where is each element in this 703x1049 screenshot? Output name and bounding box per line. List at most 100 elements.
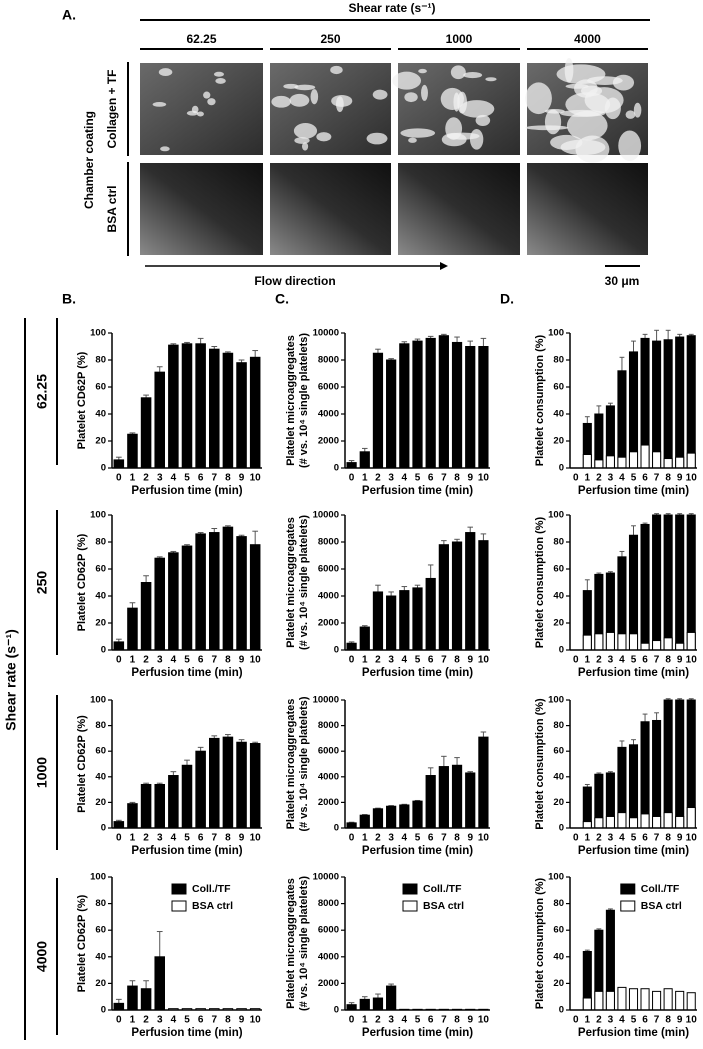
x-tick-label: 8 [665,1015,671,1026]
y-tick-label: 0 [334,645,339,656]
x-tick-label: 0 [116,833,122,844]
bar [617,456,627,469]
x-tick-label: 3 [157,1015,163,1026]
x-tick-label: 6 [428,833,434,844]
y-tick-label: 8000 [318,898,339,909]
bar [372,808,384,829]
y-axis-label: Platelet microaggregates [285,699,297,830]
bar [628,351,639,469]
x-tick-label: 0 [573,655,579,666]
x-tick-label: 2 [375,655,381,666]
platelet-blob [203,91,211,99]
bar [652,815,662,829]
x-axis-label: Perfusion time (min) [362,1027,473,1039]
bar [652,451,662,469]
bar [478,540,489,651]
y-tick-label: 60 [553,746,564,757]
x-tick-label: 10 [250,1015,262,1026]
x-tick-label: 4 [619,473,625,484]
bar [209,348,220,469]
micrograph [140,63,263,155]
y-tick-label: 0 [101,823,106,834]
bar [140,988,152,1011]
bar [675,642,685,651]
x-tick-label: 2 [375,1015,381,1026]
x-tick-label: 2 [143,473,149,484]
y-axis-label: Platelet CD62P (%) [76,715,88,813]
x-tick-label: 8 [454,473,460,484]
row-label: 1000 [34,757,50,788]
platelet-blob [186,110,199,116]
bar [195,343,206,469]
x-tick-label: 8 [225,655,231,666]
platelet-blob [580,85,603,97]
x-tick-label: 3 [608,473,614,484]
x-tick-label: 1 [585,833,591,844]
platelet-blob [207,98,216,106]
y-axis-label: (# vs. 10⁴ single platelets) [298,696,310,831]
micrograph [527,163,648,255]
bar [140,783,152,829]
x-tick-label: 3 [388,833,394,844]
platelet-blob [302,142,309,151]
platelet-blob [459,100,495,118]
platelet-blob [612,74,635,91]
y-tick-label: 40 [553,951,564,962]
bar [359,814,370,829]
x-tick-label: 7 [654,655,660,666]
bar [181,343,193,469]
y-tick-label: 0 [559,463,564,474]
x-tick-label: 8 [225,833,231,844]
y-tick-label: 2000 [318,978,339,989]
x-tick-label: 8 [225,1015,231,1026]
y-tick-label: 60 [95,746,106,757]
y-tick-label: 10000 [313,510,339,521]
row-label: Collagen + TF [105,69,119,148]
y-tick-label: 8000 [318,355,339,366]
bar [628,633,639,651]
bar [113,641,125,651]
column-label: 62.25 [186,32,216,46]
platelet-blob [310,89,319,105]
bar [582,634,592,651]
x-tick-label: 4 [619,1015,625,1026]
x-tick-label: 8 [225,473,231,484]
bar [140,397,152,469]
y-tick-label: 20 [95,797,106,808]
platelet-blob [372,89,388,100]
row-label: 250 [34,571,50,595]
y-axis-label: (# vs. 10⁴ single platelets) [298,876,310,1011]
x-tick-label: 9 [677,655,683,666]
platelet-blob [445,117,463,140]
bar [346,822,357,829]
y-axis-label: (# vs. 10⁴ single platelets) [298,515,310,650]
x-tick-label: 1 [585,1015,591,1026]
x-tick-label: 6 [642,1015,648,1026]
row-group: Chamber coating [82,111,96,209]
bar [686,807,696,829]
x-tick-label: 6 [428,1015,434,1026]
x-tick-label: 10 [250,655,262,666]
x-tick-label: 2 [596,1015,602,1026]
x-tick-label: 1 [130,1015,136,1026]
bar [663,812,673,829]
platelet-blob [335,96,344,113]
bar [425,337,436,469]
platelet-blob [400,128,436,138]
x-tick-label: 0 [573,833,579,844]
panel-label: D. [500,291,514,307]
legend-swatch [620,883,636,895]
bar [412,340,423,469]
x-tick-label: 10 [250,833,262,844]
bar [181,545,193,651]
x-tick-label: 1 [130,655,136,666]
bar [675,514,685,651]
platelet-blob [160,146,170,152]
platelet-blob [544,109,562,135]
bar [605,815,615,829]
bar [478,346,489,469]
x-tick-label: 10 [478,655,490,666]
bar [465,772,476,829]
bar [675,336,685,469]
x-tick-label: 5 [184,1015,190,1026]
